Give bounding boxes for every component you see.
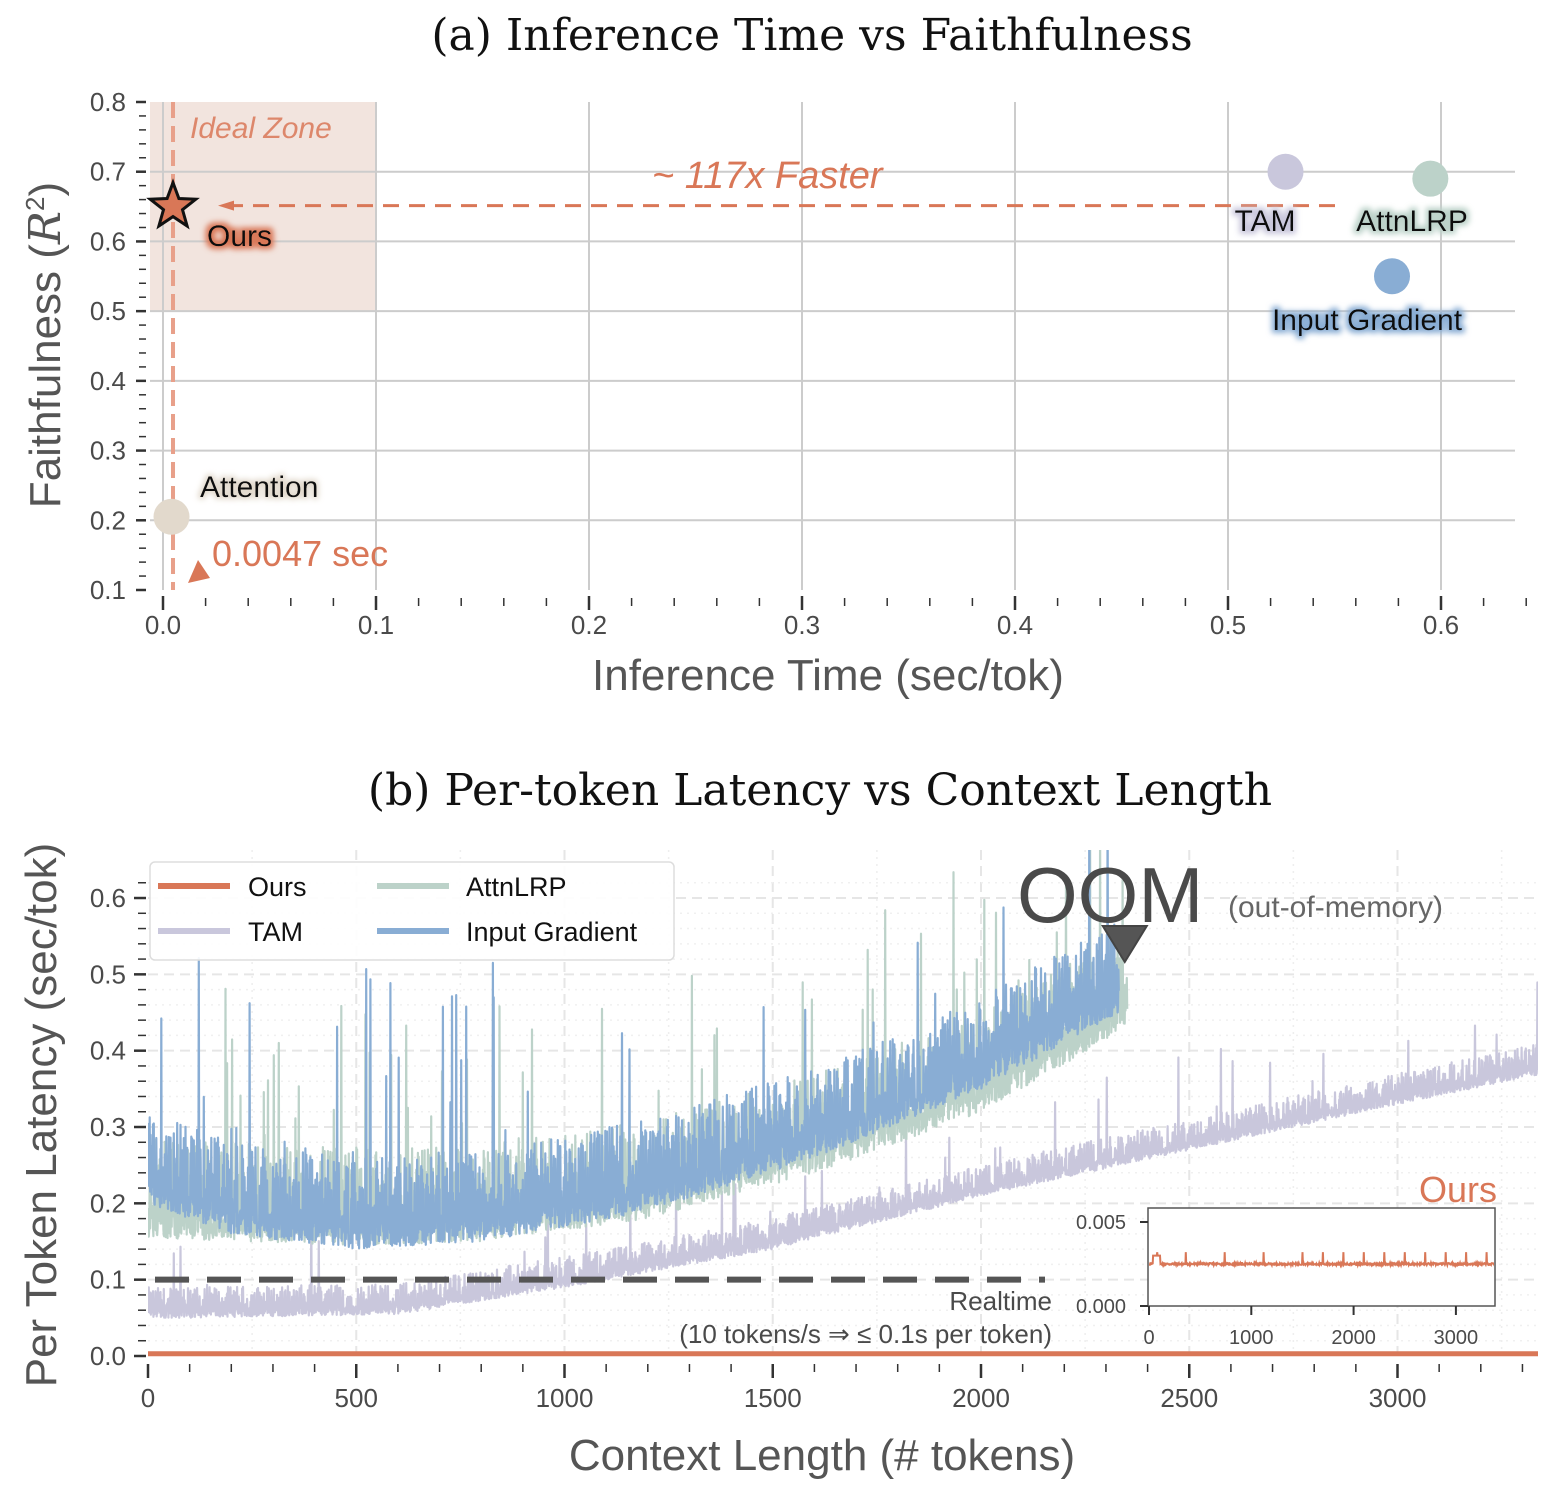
point-attention	[153, 498, 190, 535]
panel-a-y-axis-title: Faithfulness (R2)	[20, 182, 71, 508]
x-tick-label: 2500	[1160, 1383, 1218, 1413]
y-tick-label: 0.4	[90, 1036, 126, 1066]
panel-b-legend: Ours TAM AttnLRP Input Gradient	[149, 861, 675, 961]
legend-label-tam: TAM	[248, 917, 303, 947]
x-tick-label: 500	[335, 1383, 378, 1413]
panel-b-x-axis-title: Context Length (# tokens)	[569, 1431, 1075, 1480]
x-tick-label: 0.5	[1210, 610, 1246, 640]
ours-inset: Ours 0.000 0.005 0 1000 2000 3000	[1076, 1169, 1497, 1349]
inset-frame	[1147, 1207, 1496, 1307]
point-tam	[1267, 153, 1304, 190]
point-label-ours: Ours	[207, 220, 272, 253]
series-line-input-gradient	[148, 850, 1120, 1250]
y-tick-label: 0.6	[90, 226, 126, 256]
panel-a-grid	[150, 102, 1515, 590]
y-tick-label: 0.2	[90, 505, 126, 535]
oom-label: OOM	[1017, 851, 1203, 939]
x-tick-label: 0	[141, 1383, 155, 1413]
inset-x-tick-label: 0	[1143, 1327, 1154, 1349]
ideal-zone-label: Ideal Zone	[190, 112, 332, 145]
panel-b-series	[148, 850, 1538, 1357]
oom-marker-icon	[1100, 925, 1149, 964]
inset-series	[1149, 1252, 1494, 1269]
y-tick-label: 0.8	[90, 87, 126, 117]
oom-sublabel: (out-of-memory)	[1228, 891, 1443, 924]
point-label-attention: Attention	[200, 471, 318, 504]
realtime-sublabel: (10 tokens/s ⇒ ≤ 0.1s per token)	[679, 1319, 1052, 1349]
x-tick-label: 0.0	[145, 610, 181, 640]
y-tick-label: 0.2	[90, 1188, 126, 1218]
point-label-input-gradient: Input Gradient	[1272, 304, 1463, 337]
panel-a-scatter: (a) Inference Time vs Faithfulness 0.10.…	[20, 10, 1527, 700]
y-tick-label: 0.4	[90, 366, 126, 396]
y-tick-label: 0.3	[90, 436, 126, 466]
x-tick-label: 1500	[744, 1383, 802, 1413]
y-tick-label: 0.6	[90, 883, 126, 913]
x-tick-label: 1000	[536, 1383, 594, 1413]
panel-a-y-ticks: 0.1 0.2 0.3 0.4 0.5 0.6 0.7 0.8	[90, 87, 146, 605]
inset-x-tick-label: 2000	[1331, 1327, 1376, 1349]
series-input-gradient	[148, 850, 1120, 1250]
panel-b-title: (b) Per-token Latency vs Context Length	[368, 765, 1272, 816]
panel-b-x-ticks: 0 500 1000 1500 2000 2500 3000	[141, 1364, 1524, 1413]
ours-time-annotation: 0.0047 sec	[212, 533, 388, 574]
speedup-arrowhead-icon	[218, 200, 234, 211]
x-tick-label: 0.3	[784, 610, 820, 640]
panel-a-x-axis-title: Inference Time (sec/tok)	[592, 651, 1064, 700]
panel-b-line: (b) Per-token Latency vs Context Length …	[17, 765, 1538, 1480]
legend-label-ours: Ours	[248, 872, 307, 902]
point-label-attnlrp: AttnLRP	[1356, 205, 1468, 238]
y-tick-label: 0.5	[90, 959, 126, 989]
series-tam	[148, 981, 1538, 1319]
y-tick-label: 0.7	[90, 157, 126, 187]
y-tick-label: 0.1	[90, 575, 126, 605]
panel-a-title: (a) Inference Time vs Faithfulness	[431, 10, 1192, 61]
point-input-gradient	[1374, 258, 1411, 295]
panel-b-y-axis-title: Per Token Latency (sec/tok)	[17, 843, 66, 1388]
panel-a-x-ticks: 0.0 0.1 0.2 0.3 0.4 0.5 0.6	[145, 596, 1527, 640]
panel-b-y-ticks: 0.0 0.1 0.2 0.3 0.4 0.5 0.6	[90, 882, 146, 1371]
point-attnlrp	[1412, 160, 1449, 197]
inset-series-line-ours	[1149, 1252, 1494, 1269]
series-line-tam	[148, 981, 1538, 1319]
y-tick-label: 0.5	[90, 296, 126, 326]
inset-y-tick-label: 0.005	[1076, 1212, 1126, 1234]
inset-title: Ours	[1419, 1169, 1497, 1210]
inset-ticks: 0.000 0.005 0 1000 2000 3000	[1076, 1212, 1478, 1349]
x-tick-label: 2000	[952, 1383, 1010, 1413]
y-tick-label: 0.1	[90, 1265, 126, 1295]
ours-time-pointer-icon	[188, 560, 210, 583]
inset-x-tick-label: 3000	[1434, 1327, 1479, 1349]
legend-label-attnlrp: AttnLRP	[466, 872, 567, 902]
y-tick-label: 0.3	[90, 1112, 126, 1142]
point-ours-star-icon	[146, 178, 200, 230]
realtime-label: Realtime	[949, 1286, 1052, 1316]
x-tick-label: 0.6	[1423, 610, 1459, 640]
inset-x-tick-label: 1000	[1229, 1327, 1274, 1349]
x-tick-label: 0.1	[358, 610, 394, 640]
panel-a-points: Ours Attention TAM AttnLRP Input Gradient	[146, 153, 1468, 535]
inset-y-tick-label: 0.000	[1076, 1296, 1126, 1318]
legend-frame	[149, 861, 675, 961]
x-tick-label: 0.2	[571, 610, 607, 640]
point-label-tam: TAM	[1234, 205, 1295, 238]
x-tick-label: 0.4	[997, 610, 1033, 640]
legend-label-input-gradient: Input Gradient	[466, 917, 638, 947]
speedup-annotation: ~ 117x Faster	[652, 155, 884, 197]
y-tick-label: 0.0	[90, 1341, 126, 1371]
x-tick-label: 3000	[1369, 1383, 1427, 1413]
